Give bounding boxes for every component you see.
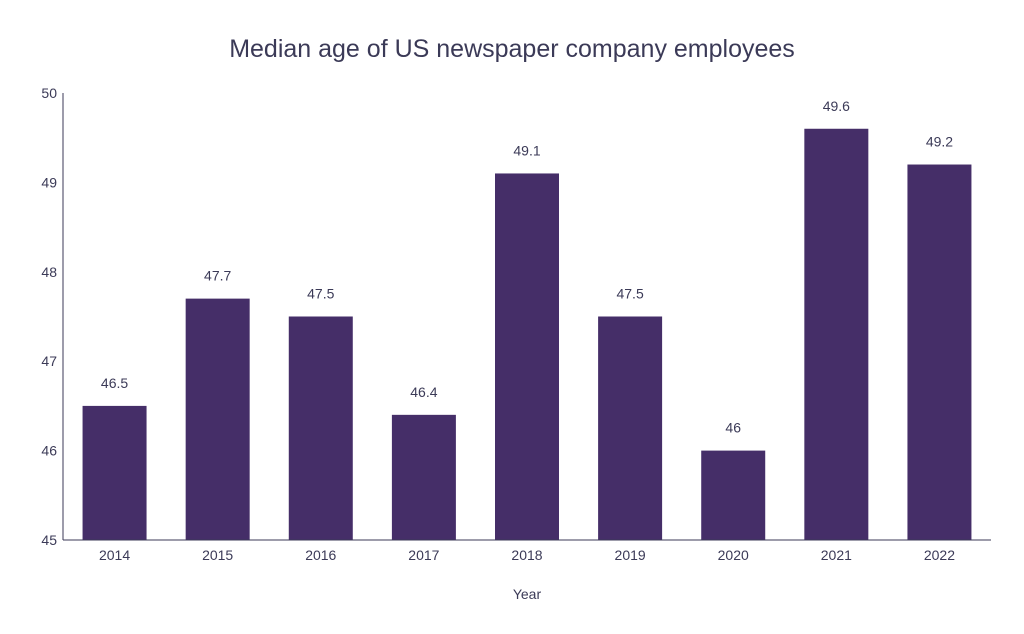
y-tick-label: 47 (41, 353, 57, 369)
x-tick-label: 2022 (924, 547, 955, 563)
bar (185, 298, 250, 540)
bar (804, 128, 869, 540)
bar-value-label: 46 (725, 420, 741, 436)
x-tick-label: 2020 (718, 547, 749, 563)
bar (907, 164, 972, 540)
x-tick-label: 2019 (615, 547, 646, 563)
bar-value-label: 49.6 (823, 98, 850, 114)
y-axis-ticks: 45 46 47 48 49 50 (41, 85, 57, 548)
x-tick-label: 2015 (202, 547, 233, 563)
x-axis-ticks: 2014 2015 2016 2017 2018 2019 2020 2021 2022 (99, 547, 955, 563)
chart-title: Median age of US newspaper company emplo… (229, 35, 795, 63)
bar-value-label: 47.7 (204, 268, 231, 284)
bar-value-label: 47.5 (616, 286, 643, 302)
bar (701, 450, 766, 540)
x-tick-label: 2014 (99, 547, 130, 563)
y-tick-label: 49 (41, 174, 57, 190)
x-tick-label: 2018 (511, 547, 542, 563)
bar-value-label: 49.1 (513, 142, 540, 158)
bar (288, 316, 353, 540)
bar (495, 173, 559, 540)
x-axis-title: Year (513, 586, 542, 602)
y-tick-label: 48 (41, 264, 57, 280)
y-tick-label: 45 (41, 532, 57, 548)
data-labels: 46.5 47.7 47.5 46.4 49.1 47.5 46 49.6 49.2 (101, 98, 953, 436)
bars (82, 128, 972, 540)
bar-value-label: 47.5 (307, 286, 334, 302)
bar (598, 316, 663, 540)
x-tick-label: 2017 (408, 547, 439, 563)
bar-value-label: 46.4 (410, 384, 437, 400)
bar-value-label: 46.5 (101, 375, 128, 391)
x-tick-label: 2021 (821, 547, 852, 563)
y-tick-label: 50 (41, 85, 57, 101)
bar-value-label: 49.2 (926, 134, 953, 150)
y-tick-label: 46 (41, 443, 57, 459)
bar (391, 414, 456, 540)
x-tick-label: 2016 (305, 547, 336, 563)
bar (82, 405, 147, 540)
